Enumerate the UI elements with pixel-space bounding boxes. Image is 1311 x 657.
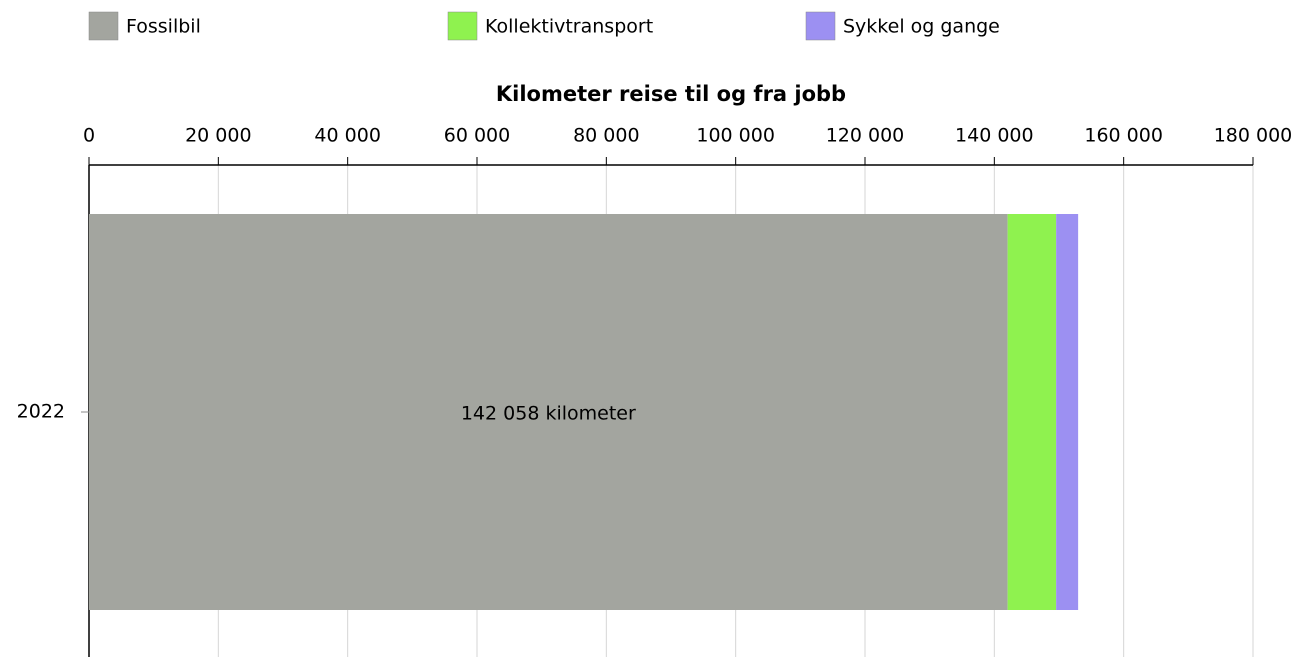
x-tick-label: 100 000 (696, 125, 775, 147)
x-tick-label: 140 000 (955, 125, 1034, 147)
x-tick-label: 0 (83, 125, 95, 147)
legend-label: Fossilbil (126, 16, 201, 38)
x-tick-label: 20 000 (185, 125, 251, 147)
bar-segment (1056, 214, 1079, 610)
legend-swatch (447, 11, 478, 41)
x-tick-label: 80 000 (573, 125, 639, 147)
x-tick-label: 60 000 (444, 125, 510, 147)
y-tick-label: 2022 (17, 401, 65, 423)
legend-swatch (88, 11, 119, 41)
x-tick-label: 120 000 (826, 125, 905, 147)
x-tick-label: 40 000 (314, 125, 380, 147)
legend-label: Kollektivtransport (485, 16, 653, 38)
x-tick-label: 160 000 (1084, 125, 1163, 147)
x-tick-label: 180 000 (1214, 125, 1293, 147)
chart-title: Kilometer reise til og fra jobb (496, 82, 846, 106)
bar-segment (89, 214, 1008, 610)
bar-segment (1007, 214, 1057, 610)
legend-swatch (805, 11, 836, 41)
legend-label: Sykkel og gange (843, 16, 1000, 38)
data-label: 142 058 kilometer (461, 403, 636, 425)
